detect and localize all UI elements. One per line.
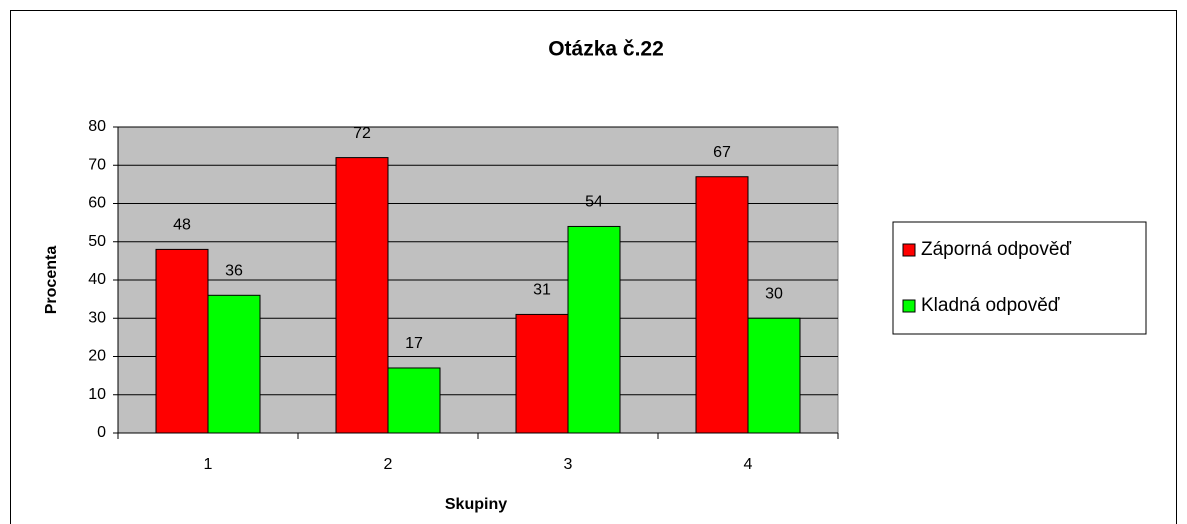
data-label: 30 [765,285,783,302]
data-label: 31 [533,282,551,299]
x-tick-label: 4 [744,456,753,473]
bar [335,157,389,434]
data-label: 17 [405,335,423,352]
y-tick-label: 50 [88,233,106,250]
legend-box [892,221,1147,335]
legend-label: Záporná odpověď [921,239,1071,260]
legend-swatch [902,243,916,257]
chart-title: Otázka č.22 [548,38,664,61]
bar [387,367,441,434]
y-tick-label: 0 [97,424,106,441]
bar [155,248,209,434]
data-label: 54 [585,194,603,211]
bar [747,317,801,434]
x-tick-label: 1 [204,456,213,473]
y-tick-label: 70 [88,156,106,173]
y-tick-label: 60 [88,195,106,212]
y-axis-label: Procenta [43,246,60,315]
y-tick-label: 20 [88,348,106,365]
data-label: 48 [173,217,191,234]
y-tick-label: 80 [88,118,106,135]
data-label: 36 [225,263,243,280]
data-label: 72 [353,125,371,142]
bar [207,294,261,434]
y-tick-label: 30 [88,309,106,326]
x-axis-label: Skupiny [445,496,507,513]
legend-swatch [902,299,916,313]
y-tick-label: 40 [88,271,106,288]
legend-label: Kladná odpověď [921,295,1060,316]
bar [695,176,749,434]
data-label: 67 [713,144,731,161]
bar [515,313,569,434]
x-tick-label: 2 [384,456,393,473]
bar [567,225,621,434]
x-tick-label: 3 [564,456,573,473]
y-tick-label: 10 [88,386,106,403]
